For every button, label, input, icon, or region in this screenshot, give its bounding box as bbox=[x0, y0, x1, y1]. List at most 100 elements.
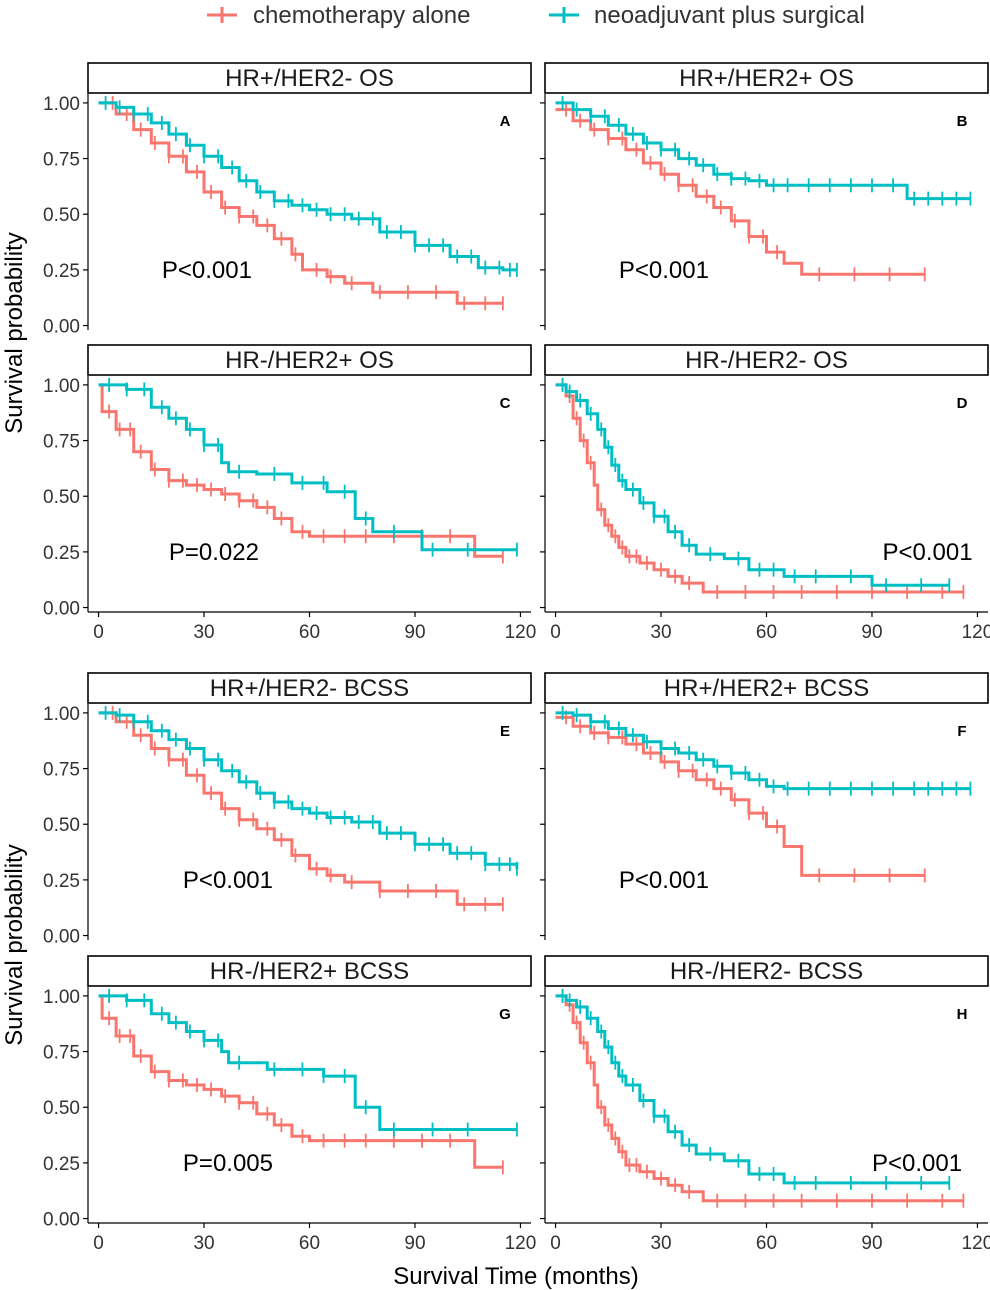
y-tick-label: 0.25 bbox=[43, 261, 80, 282]
axis-titles: Survival probability Survival probabilit… bbox=[1, 232, 639, 1290]
y-tick-label: 0.00 bbox=[43, 599, 80, 620]
panel-title: HR-/HER2+ BCSS bbox=[210, 958, 409, 985]
series-line-neo bbox=[555, 101, 971, 201]
series-line-chemo bbox=[555, 383, 964, 594]
y-tick-label: 0.50 bbox=[43, 205, 80, 226]
panel-strip bbox=[87, 62, 532, 94]
legend: chemotherapy alone neoadjuvant plus surg… bbox=[207, 2, 865, 29]
panel-title: HR+/HER2+ OS bbox=[679, 65, 854, 92]
y-tick-label: 0.75 bbox=[43, 1043, 80, 1064]
x-tick-label: 30 bbox=[650, 622, 671, 643]
y-tick-label: 0.00 bbox=[43, 927, 80, 948]
panel-letter: G bbox=[499, 1006, 511, 1023]
panel-strip bbox=[544, 344, 989, 376]
x-tick-label: 0 bbox=[550, 1233, 561, 1254]
panel-letter: D bbox=[957, 395, 968, 412]
x-tick-label: 60 bbox=[299, 622, 320, 643]
panel-strip bbox=[544, 62, 989, 94]
panel-title: HR+/HER2- BCSS bbox=[210, 675, 409, 702]
p-value-label: P<0.001 bbox=[619, 867, 709, 894]
x-tick-label: 60 bbox=[756, 622, 777, 643]
y-tick-label: 0.50 bbox=[43, 1098, 80, 1119]
panel-strip bbox=[544, 672, 989, 704]
x-tick-label: 90 bbox=[404, 1233, 425, 1254]
y-tick-label: 0.50 bbox=[43, 487, 80, 508]
panel-letter: C bbox=[500, 395, 511, 412]
panel-letter: B bbox=[957, 113, 968, 130]
panel-strip bbox=[87, 344, 532, 376]
panel-letter: H bbox=[957, 1006, 968, 1023]
x-tick-label: 0 bbox=[93, 1233, 104, 1254]
p-value-label: P<0.001 bbox=[872, 1150, 962, 1177]
x-tick-label: 60 bbox=[756, 1233, 777, 1254]
y-tick-label: 1.00 bbox=[43, 704, 80, 725]
y-tick-label: 0.25 bbox=[43, 543, 80, 564]
panel-letter: A bbox=[500, 113, 511, 130]
series-line-chemo bbox=[555, 994, 964, 1203]
x-tick-label: 120 bbox=[962, 622, 990, 643]
y-tick-label: 1.00 bbox=[43, 987, 80, 1008]
y-tick-label: 0.50 bbox=[43, 815, 80, 836]
panel-letter: E bbox=[500, 723, 510, 740]
series-line-neo bbox=[555, 711, 971, 791]
p-value-label: P<0.001 bbox=[183, 867, 273, 894]
series-line-chemo bbox=[98, 101, 503, 305]
series-line-chemo bbox=[98, 383, 503, 558]
legend-chemo-label: chemotherapy alone bbox=[253, 2, 470, 29]
panel-c: HR-/HER2+ OS 0.00 0.25 0.50 0.75 1.00 0 30 60 90 1… bbox=[43, 344, 537, 643]
y-tick-label: 0.75 bbox=[43, 760, 80, 781]
panel-b: HR+/HER2+ OS B P<0.001 bbox=[540, 62, 989, 330]
y-axis-title-bottom: Survival probability bbox=[1, 844, 28, 1045]
y-tick-label: 0.75 bbox=[43, 150, 80, 171]
series-line-chemo bbox=[98, 994, 503, 1169]
x-tick-label: 30 bbox=[193, 1233, 214, 1254]
y-tick-label: 0.00 bbox=[43, 317, 80, 338]
x-tick-label: 60 bbox=[299, 1233, 320, 1254]
series-line-neo bbox=[555, 383, 950, 587]
panel-title: HR+/HER2+ BCSS bbox=[664, 675, 869, 702]
p-value-label: P<0.001 bbox=[883, 539, 973, 566]
y-tick-label: 1.00 bbox=[43, 376, 80, 397]
panel-title: HR-/HER2- OS bbox=[685, 347, 848, 374]
x-tick-label: 0 bbox=[550, 622, 561, 643]
p-value-label: P<0.001 bbox=[162, 257, 252, 284]
panel-title: HR-/HER2+ OS bbox=[225, 347, 394, 374]
y-tick-label: 0.25 bbox=[43, 871, 80, 892]
y-axis-title-top: Survival probability bbox=[1, 232, 28, 433]
panel-e: HR+/HER2- BCSS 0.00 0.25 0.50 0.75 1.00 E P<0.0… bbox=[43, 672, 532, 948]
panel-strip bbox=[544, 955, 989, 987]
x-tick-label: 30 bbox=[650, 1233, 671, 1254]
panel-a: HR+/HER2- OS 0.00 0.25 0.50 0.75 1.00 A P<0.001 bbox=[43, 62, 532, 338]
panel-h: HR-/HER2- BCSS 0 30 60 90 120 H P<0.001 bbox=[540, 955, 990, 1254]
panel-letter: F bbox=[957, 723, 966, 740]
panel-d: HR-/HER2- OS 0 30 60 90 120 D P<0.001 bbox=[540, 344, 990, 643]
x-tick-label: 30 bbox=[193, 622, 214, 643]
x-tick-label: 120 bbox=[505, 1233, 537, 1254]
x-axis-title: Survival Time (months) bbox=[393, 1263, 638, 1290]
series-line-chemo bbox=[555, 108, 925, 276]
y-tick-label: 1.00 bbox=[43, 94, 80, 115]
series-line-neo bbox=[555, 994, 950, 1185]
y-tick-label: 0.25 bbox=[43, 1154, 80, 1175]
panel-g: HR-/HER2+ BCSS 0.00 0.25 0.50 0.75 1.00 0 30 60 9… bbox=[43, 955, 537, 1254]
p-value-label: P=0.022 bbox=[169, 539, 259, 566]
x-tick-label: 90 bbox=[404, 622, 425, 643]
series-line-neo bbox=[98, 383, 517, 552]
panel-title: HR-/HER2- BCSS bbox=[670, 958, 863, 985]
y-tick-label: 0.00 bbox=[43, 1210, 80, 1231]
x-tick-label: 90 bbox=[861, 622, 882, 643]
x-tick-label: 120 bbox=[962, 1233, 990, 1254]
x-tick-label: 120 bbox=[505, 622, 537, 643]
panel-title: HR+/HER2- OS bbox=[225, 65, 394, 92]
series-line-chemo bbox=[98, 711, 503, 906]
legend-neo-label: neoadjuvant plus surgical bbox=[594, 2, 865, 29]
y-tick-label: 0.75 bbox=[43, 432, 80, 453]
p-value-label: P=0.005 bbox=[183, 1150, 273, 1177]
panel-f: HR+/HER2+ BCSS F P<0.001 bbox=[540, 672, 989, 940]
p-value-label: P<0.001 bbox=[619, 257, 709, 284]
panels: HR+/HER2- OS 0.00 0.25 0.50 0.75 1.00 A P<0.001… bbox=[43, 62, 990, 1254]
panel-strip bbox=[87, 672, 532, 704]
x-tick-label: 90 bbox=[861, 1233, 882, 1254]
panel-strip bbox=[87, 955, 532, 987]
